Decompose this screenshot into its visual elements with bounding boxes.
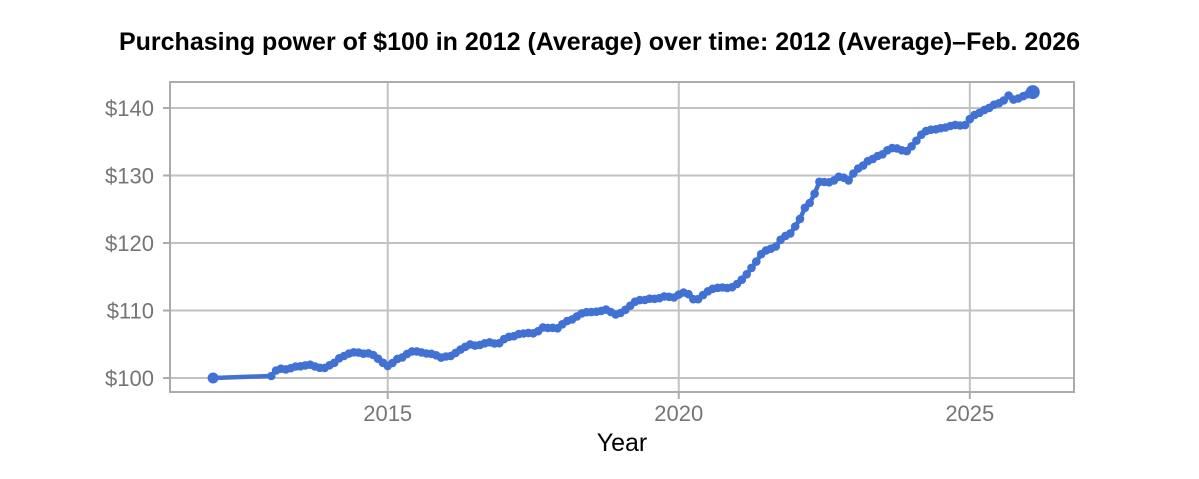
- data-point-marker: [742, 270, 751, 279]
- data-point-marker: [790, 222, 800, 231]
- series-line: [210, 89, 1036, 381]
- x-tick-label: 2015: [363, 401, 412, 426]
- data-point-marker: [912, 136, 921, 145]
- chart-title: Purchasing power of $100 in 2012 (Averag…: [118, 28, 1081, 56]
- x-tick-label: 2020: [654, 401, 703, 426]
- data-point-marker: [786, 229, 795, 238]
- data-point-marker: [795, 214, 805, 224]
- y-tick-label: $140: [105, 96, 154, 121]
- y-tick-label: $120: [105, 231, 154, 256]
- y-tick-label: $100: [105, 366, 154, 391]
- data-point-marker: [771, 242, 781, 251]
- data-point-marker: [752, 257, 761, 266]
- data-point-marker: [747, 263, 756, 273]
- y-tick-label: $130: [105, 163, 154, 188]
- x-axis-title: Year: [597, 429, 648, 457]
- data-point-marker: [960, 120, 970, 130]
- data-point-marker: [810, 189, 819, 198]
- data-point-marker: [907, 142, 916, 151]
- plot-border: [169, 81, 1075, 393]
- end-point-marker: [1025, 85, 1040, 100]
- data-point-marker: [805, 198, 814, 208]
- x-tick-label: 2025: [945, 401, 994, 426]
- y-tick-label: $110: [107, 299, 154, 324]
- data-point-marker: [844, 176, 853, 185]
- start-point-marker: [207, 372, 219, 384]
